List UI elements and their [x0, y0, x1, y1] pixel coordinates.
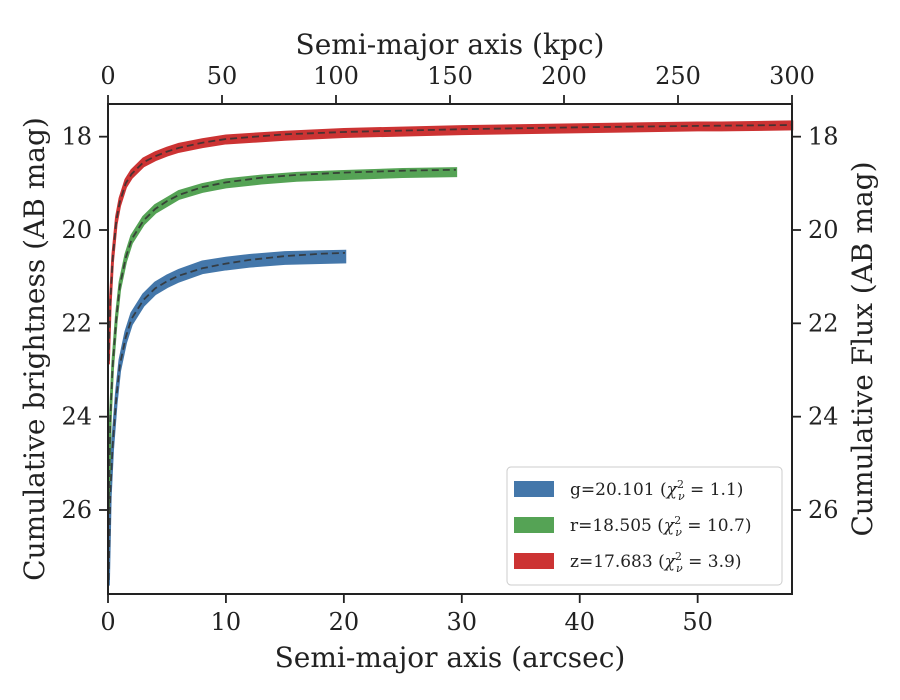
- legend-swatch-1: [514, 517, 554, 533]
- series-band-0: [107, 249, 347, 586]
- x-axis-label: Semi-major axis (arcsec): [275, 641, 626, 674]
- legend-label-1: r=18.505 (χ2 ν = 10.7): [570, 514, 751, 539]
- x2-tick-label-4: 200: [541, 62, 587, 90]
- x2-tick-label-3: 150: [427, 62, 473, 90]
- legend-frame: [506, 466, 783, 586]
- y2-tick-label-3: 24: [808, 403, 839, 431]
- legend: g=20.101 (χ2 ν = 1.1) r=18.505 (χ2 ν = 10.7…: [506, 466, 783, 586]
- x2-axis-label: Semi-major axis (kpc): [296, 28, 605, 61]
- x-tick-label-4: 40: [564, 608, 595, 636]
- series-model-line-0: [107, 252, 346, 581]
- legend-label-2: z=17.683 (χ2 ν = 3.9): [570, 550, 741, 575]
- y2-tick-label-0: 18: [808, 123, 839, 151]
- x2-tick-label-0: 0: [100, 62, 115, 90]
- x-tick-label-1: 10: [211, 608, 242, 636]
- series-model-line-2: [107, 124, 793, 361]
- x-tick-label-2: 20: [329, 608, 360, 636]
- y-tick-label-1: 20: [61, 216, 92, 244]
- legend-label-0: g=20.101 (χ2 ν = 1.1): [570, 478, 743, 503]
- series-band-1: [107, 167, 458, 514]
- y2-axis-label: Cumulative Flux (AB mag): [846, 161, 879, 536]
- x2-tick-label-1: 50: [207, 62, 238, 90]
- legend-swatch-0: [514, 481, 554, 497]
- y-axis-label: Cumulative brightness (AB mag): [18, 117, 51, 581]
- y2-tick-label-2: 22: [808, 309, 839, 337]
- y-tick-label-2: 22: [61, 309, 92, 337]
- axis-ticks: 0 10 20 30 40 50 0 50 100 150 200 250 300 18 18 20 20 22 2…: [61, 62, 838, 636]
- x-tick-label-3: 30: [447, 608, 478, 636]
- legend-swatch-2: [514, 553, 554, 569]
- x-tick-label-5: 50: [682, 608, 713, 636]
- series-model-lines: [107, 124, 793, 581]
- x2-tick-label-2: 100: [313, 62, 359, 90]
- x-tick-label-0: 0: [100, 608, 115, 636]
- y-tick-label-4: 26: [61, 496, 92, 524]
- x2-tick-label-6: 300: [769, 62, 815, 90]
- series-model-line-1: [107, 168, 456, 511]
- y-tick-label-3: 24: [61, 403, 92, 431]
- x2-tick-label-5: 250: [655, 62, 701, 90]
- y2-tick-label-4: 26: [808, 496, 839, 524]
- y2-tick-label-1: 20: [808, 216, 839, 244]
- y-tick-label-0: 18: [61, 123, 92, 151]
